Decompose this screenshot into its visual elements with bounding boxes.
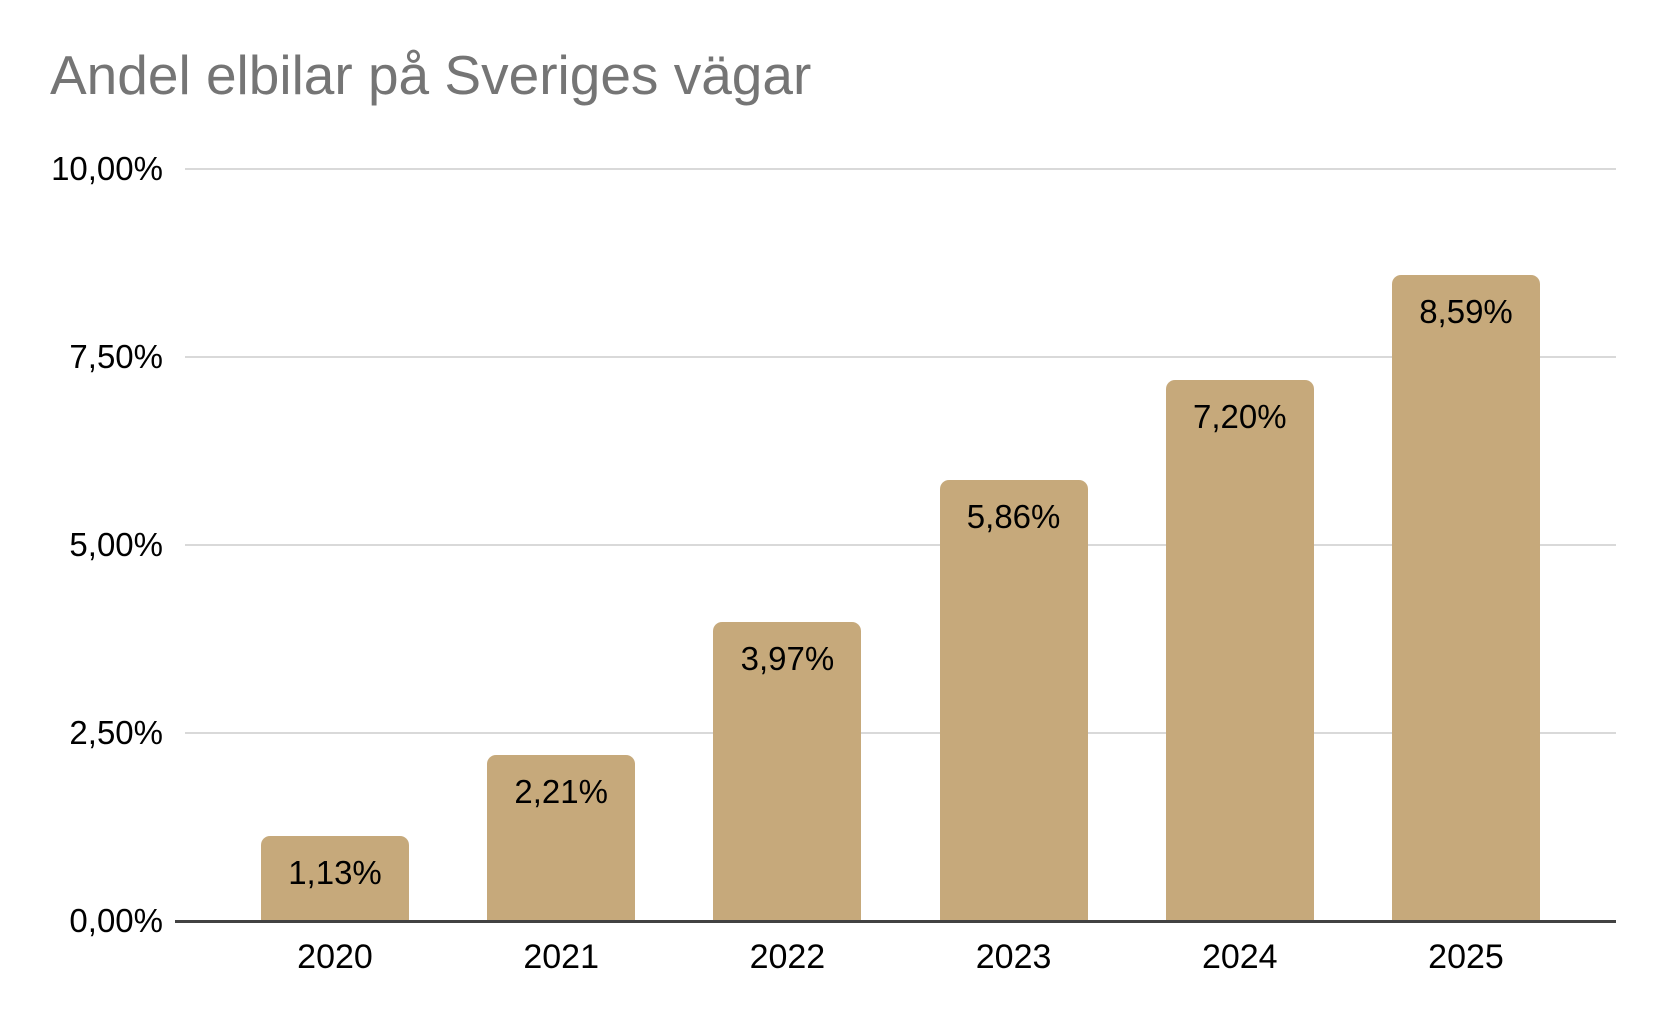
bar-2023 [939, 480, 1088, 921]
bar-value-label: 7,20% [1193, 398, 1287, 435]
x-axis-tick-label: 2023 [975, 938, 1052, 976]
bar-value-label: 2,21% [514, 773, 608, 810]
bar-2022 [713, 622, 862, 921]
y-axis-tick-label: 10,00% [51, 150, 163, 187]
gridline [185, 168, 1616, 170]
bar-2024 [1165, 380, 1314, 921]
gridline [185, 732, 1616, 734]
y-axis-tick-label: 7,50% [69, 338, 163, 375]
x-axis-tick-label: 2020 [297, 938, 373, 976]
x-axis-tick-label: 2024 [1201, 938, 1278, 976]
x-axis-tick-label: 2025 [1428, 938, 1504, 976]
y-axis-tick-label: 0,00% [69, 902, 163, 939]
bar-2025 [1392, 275, 1540, 921]
bar-2021 [487, 755, 636, 921]
y-axis-tick-label: 2,50% [69, 714, 163, 751]
bar-2020 [261, 836, 409, 921]
gridline [185, 356, 1616, 358]
gridline [185, 544, 1616, 546]
chart-title: Andel elbilar på Sveriges vägar [50, 44, 812, 106]
bar-value-label: 3,97% [740, 640, 835, 677]
bar-value-label: 5,86% [966, 498, 1061, 535]
y-axis-tick-label: 5,00% [69, 526, 163, 563]
x-axis-tick-label: 2021 [523, 938, 599, 976]
bar-value-label: 1,13% [288, 854, 382, 891]
x-axis-tick-label: 2022 [749, 938, 826, 976]
bar-value-label: 8,59% [1419, 293, 1513, 330]
x-axis-line [175, 920, 1616, 923]
